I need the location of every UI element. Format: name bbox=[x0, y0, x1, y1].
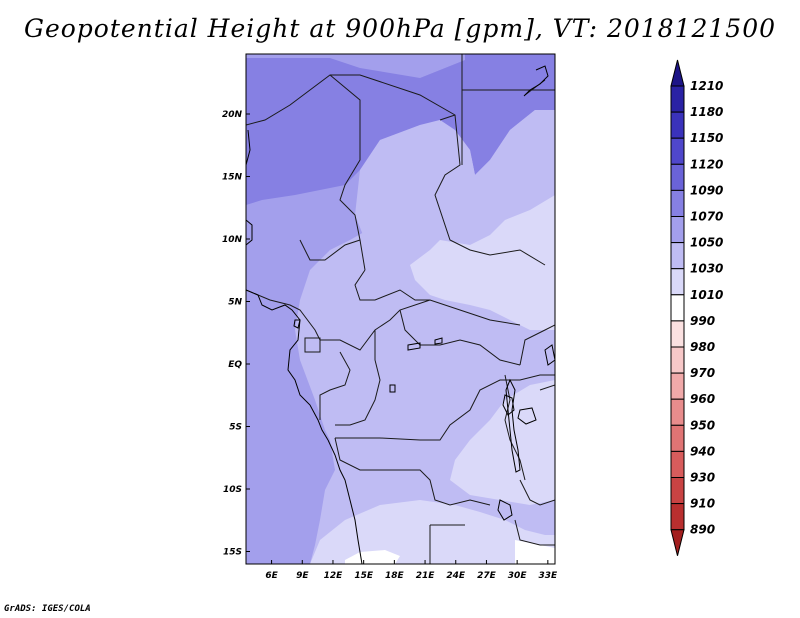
colorbar-segment bbox=[670, 163, 685, 191]
x-tick-label: 24E bbox=[446, 571, 466, 581]
colorbar: 1210 1180 1150 1120 1090 1070 1050 1030 1010 990 9… bbox=[670, 59, 723, 556]
x-axis: 6E 9E 12E 15E 18E 21E 24E 27E 30E 33E bbox=[265, 560, 558, 581]
field-white-south bbox=[345, 550, 400, 564]
colorbar-segment bbox=[670, 424, 685, 452]
colorbar-segment bbox=[670, 216, 685, 244]
colorbar-segment bbox=[670, 398, 685, 426]
x-tick-label: 12E bbox=[324, 571, 344, 581]
colorbar-label: 930 bbox=[690, 471, 715, 485]
y-tick-label: 10S bbox=[223, 485, 242, 495]
field-white-southeast bbox=[515, 540, 555, 564]
x-tick-label: 30E bbox=[508, 571, 528, 581]
map-frame bbox=[245, 53, 556, 565]
colorbar-label: 950 bbox=[690, 418, 715, 432]
x-tick-label: 18E bbox=[385, 571, 405, 581]
colorbar-segment bbox=[670, 111, 685, 139]
x-tick-label: 9E bbox=[296, 571, 309, 581]
map-panel bbox=[246, 54, 555, 564]
colorbar-label: 1150 bbox=[690, 131, 723, 145]
colorbar-label: 970 bbox=[690, 366, 715, 380]
colorbar-label: 1090 bbox=[690, 183, 723, 197]
x-tick-label: 6E bbox=[265, 571, 278, 581]
colorbar-segment bbox=[670, 372, 685, 400]
y-tick-label: 5N bbox=[228, 298, 242, 308]
colorbar-segment bbox=[670, 320, 685, 348]
field-1010-1030-east bbox=[410, 195, 555, 330]
colorbar-segment bbox=[670, 346, 685, 374]
colorbar-segment bbox=[670, 503, 685, 531]
colorbar-label: 890 bbox=[690, 523, 715, 537]
y-tick-label: 15N bbox=[222, 173, 243, 183]
colorbar-label: 910 bbox=[690, 497, 715, 511]
lakes bbox=[293, 319, 555, 521]
x-tick-label: 27E bbox=[477, 571, 497, 581]
field-1090-northeast bbox=[465, 54, 555, 94]
colorbar-label: 980 bbox=[690, 340, 715, 354]
field-1010-1030-south bbox=[310, 500, 555, 564]
colorbar-label: 960 bbox=[690, 392, 715, 406]
colorbar-label: 940 bbox=[690, 444, 715, 458]
colorbar-segment bbox=[670, 137, 685, 165]
colorbar-segment bbox=[670, 189, 685, 217]
colorbar-label: 1070 bbox=[690, 210, 723, 224]
colorbar-segment bbox=[670, 477, 685, 505]
field-1030-1050-sahel bbox=[355, 110, 555, 250]
colorbar-label: 1050 bbox=[690, 236, 723, 250]
chart-title: Geopotential Height at 900hPa [gpm], VT:… bbox=[23, 14, 777, 43]
colorbar-segment bbox=[670, 85, 685, 113]
colorbar-label: 1210 bbox=[690, 79, 723, 93]
y-tick-label: 5S bbox=[229, 423, 242, 433]
y-axis: 20N 15N 10N 5N EQ 5S 10S 15S bbox=[222, 110, 250, 558]
colorbar-label: 1180 bbox=[690, 105, 723, 119]
colorbar-bottom-tip bbox=[670, 529, 685, 556]
colorbar-label: 1030 bbox=[690, 262, 723, 276]
y-tick-label: EQ bbox=[228, 360, 242, 370]
x-tick-label: 33E bbox=[538, 571, 558, 581]
country-borders bbox=[246, 54, 555, 564]
colorbar-segment bbox=[670, 450, 685, 478]
colorbar-segment bbox=[670, 294, 685, 322]
credit-label: GrADS: IGES/COLA bbox=[4, 604, 91, 614]
coastline bbox=[246, 65, 549, 564]
field-1010-1030-lakes bbox=[450, 380, 555, 505]
y-tick-label: 20N bbox=[222, 110, 243, 120]
colorbar-segment bbox=[670, 242, 685, 270]
y-tick-label: 10N bbox=[222, 235, 243, 245]
colorbar-label: 990 bbox=[690, 314, 715, 328]
colorbar-label: 1010 bbox=[690, 288, 723, 302]
y-tick-label: 15S bbox=[223, 548, 242, 558]
x-tick-label: 15E bbox=[354, 571, 374, 581]
colorbar-top-tip bbox=[670, 59, 685, 87]
colorbar-label: 1120 bbox=[690, 157, 723, 171]
colorbar-segment bbox=[670, 268, 685, 296]
x-tick-label: 21E bbox=[416, 571, 436, 581]
